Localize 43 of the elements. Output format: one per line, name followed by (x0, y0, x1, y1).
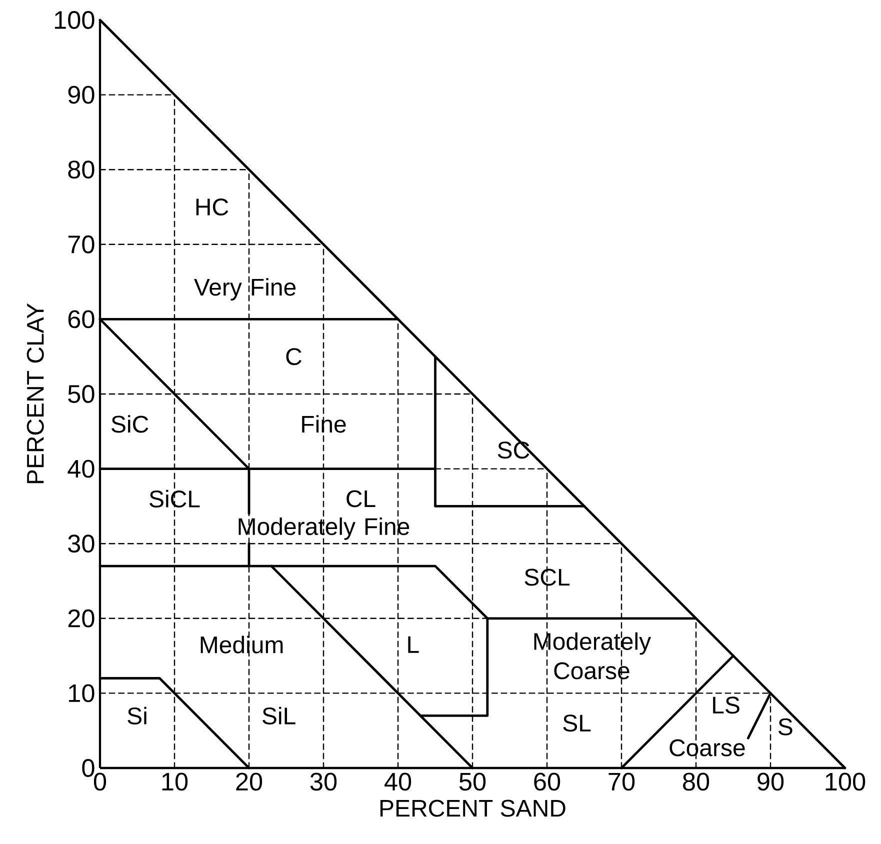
annotation: Moderately Coarse (534, 632, 652, 680)
y-tick-label: 0 (82, 759, 94, 777)
annotation: L (408, 636, 419, 653)
annotation: Coarse (670, 739, 745, 756)
annotation: SiC (112, 415, 148, 433)
annotation: Medium (200, 636, 283, 654)
annotation: SiL (262, 706, 296, 724)
y-tick-label: 80 (68, 160, 94, 179)
annotation: SiCL (150, 490, 200, 508)
y-tick-label: 20 (68, 609, 94, 628)
y-tick-label: 10 (69, 684, 94, 702)
x-tick-label: 30 (310, 772, 337, 791)
y-tick-label: 30 (68, 534, 94, 553)
x-tick-label: 20 (236, 772, 262, 791)
y-tick-label: 60 (68, 310, 94, 328)
x-tick-label: 60 (534, 772, 560, 791)
annotation: LS (713, 696, 740, 714)
x-tick-label: 10 (162, 772, 188, 791)
y-tick-label: 40 (68, 460, 94, 478)
annotation: Moderately Fine (238, 517, 410, 540)
annotation: SL (563, 714, 591, 732)
annotation: C (286, 348, 302, 366)
annotation: Very Fine (194, 278, 296, 300)
annotation: HC (196, 198, 228, 216)
x-tick-label: 90 (758, 772, 784, 791)
y-tick-label: 70 (68, 235, 94, 254)
x-axis-title: PERCENT SAND (380, 800, 566, 817)
x-tick-label: 0 (94, 772, 106, 791)
annotation: SC (498, 442, 530, 459)
annotation: Fine (302, 415, 346, 433)
y-tick-label: 50 (68, 385, 94, 403)
y-axis-title: PERCENT CLAY (26, 303, 44, 484)
x-tick-label: 40 (384, 772, 412, 791)
x-tick-label: 100 (826, 772, 866, 791)
y-tick-label: 100 (54, 11, 94, 29)
x-tick-label: 50 (459, 772, 486, 791)
annotation: Si (128, 706, 146, 724)
annotation: SCL (524, 568, 570, 586)
x-tick-label: 70 (608, 772, 635, 791)
y-tick-label: 90 (68, 86, 94, 104)
annotation: CL (346, 490, 376, 508)
annotation: S (778, 718, 792, 736)
x-tick-label: 80 (683, 772, 710, 791)
